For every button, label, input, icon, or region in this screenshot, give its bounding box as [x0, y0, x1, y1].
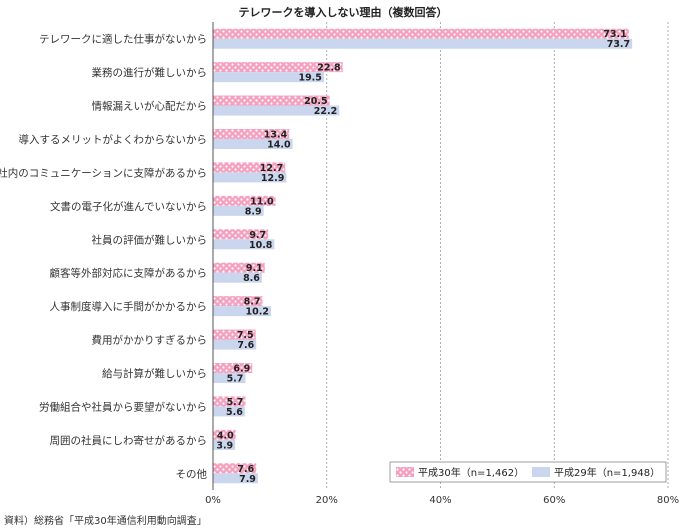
bar-2017 [213, 406, 245, 417]
bar-2017 [213, 306, 272, 317]
value-label-2017: 7.6 [237, 340, 254, 351]
value-label-2018: 5.7 [227, 397, 244, 408]
source-note: 資料）総務省「平成30年通信利用動向調査」 [4, 516, 207, 527]
value-label-2017: 10.2 [246, 307, 269, 318]
value-label-2018: 22.8 [317, 63, 341, 74]
bar-2018 [213, 396, 246, 407]
bar-2017 [213, 172, 287, 183]
value-label-2018: 11.0 [250, 196, 274, 207]
value-label-2018: 12.7 [260, 163, 283, 174]
value-label-2017: 7.9 [239, 474, 256, 485]
category-label: 周囲の社員にしわ寄せがあるから [50, 434, 208, 447]
bar-2018 [213, 262, 265, 273]
value-label-2018: 8.7 [244, 297, 261, 308]
value-label-2018: 7.5 [237, 330, 254, 341]
value-label-2018: 7.6 [237, 464, 254, 475]
value-label-2017: 12.9 [261, 173, 284, 184]
x-tick-label: 40% [429, 495, 451, 506]
bar-2018 [213, 28, 629, 39]
value-label-2017: 3.9 [216, 440, 233, 451]
x-tick-label: 20% [316, 495, 338, 506]
chart-title: テレワークを導入しない理由（複数回答） [238, 6, 448, 19]
x-tick-label: 80% [657, 495, 679, 506]
bar-2017 [213, 272, 262, 283]
bar-2017 [213, 105, 340, 116]
value-label-2017: 19.5 [298, 73, 321, 84]
category-label: 人事制度導入に手間がかかるから [50, 300, 208, 313]
bar-2017 [213, 72, 324, 83]
bar-2017 [213, 439, 236, 450]
x-tick-label: 0% [205, 495, 221, 506]
bar-2017 [213, 473, 258, 484]
value-label-2018: 73.1 [603, 29, 626, 40]
value-label-2018: 13.4 [264, 130, 288, 141]
x-tick-label: 60% [543, 495, 565, 506]
legend-swatch-2018 [396, 467, 414, 477]
category-label: その他 [176, 467, 208, 480]
bar-2018 [213, 363, 253, 373]
bar-2018 [213, 463, 257, 474]
bar-2018 [213, 429, 236, 440]
category-label: 労働組合や社員から要望がないから [39, 400, 207, 413]
value-label-2018: 9.1 [246, 263, 263, 274]
value-label-2017: 5.7 [227, 374, 244, 385]
bar-2017 [213, 339, 257, 350]
category-label: 社員の評価が難しいから [92, 233, 208, 246]
bar-2018 [213, 229, 269, 240]
bar-2018 [213, 62, 343, 73]
category-label: 社内のコミュニケーションに支障があるから [0, 166, 207, 179]
value-label-2017: 73.7 [607, 39, 630, 50]
category-label: テレワークに適した仕事がないから [39, 33, 207, 46]
bar-2017 [213, 373, 246, 383]
bar-2018 [213, 329, 256, 340]
value-label-2018: 9.7 [249, 230, 266, 241]
category-label: 業務の進行が難しいから [92, 66, 208, 79]
category-label: 顧客等外部対応に支障があるから [50, 267, 208, 280]
category-label: 導入するメリットがよくわからないから [19, 133, 207, 146]
value-label-2018: 6.9 [233, 364, 250, 375]
bar-2018 [213, 296, 263, 307]
bar-2018 [213, 129, 290, 139]
value-label-2017: 5.6 [226, 407, 243, 418]
category-label: 情報漏えいが心配だから [92, 100, 208, 113]
value-label-2017: 14.0 [267, 140, 291, 151]
value-label-2018: 20.5 [304, 96, 327, 107]
value-label-2017: 8.6 [243, 273, 260, 284]
bar-2017 [213, 239, 275, 250]
legend-label-2018: 平成30年（n=1,462） [418, 466, 524, 479]
bar-2017 [213, 205, 264, 216]
bar-2018 [213, 195, 276, 206]
bar-2017 [213, 38, 633, 49]
category-label: 給与計算が難しいから [102, 367, 207, 380]
legend-box [389, 461, 667, 483]
category-label: 費用がかかりすぎるから [92, 334, 208, 347]
value-label-2017: 10.8 [249, 240, 273, 251]
bar-2017 [213, 139, 293, 149]
bar-2018 [213, 162, 286, 173]
bar-2018 [213, 95, 330, 106]
value-label-2017: 8.9 [245, 206, 262, 217]
legend-swatch-2017 [532, 467, 550, 477]
value-label-2017: 22.2 [314, 106, 337, 117]
category-label: 文書の電子化が進んでいないから [50, 200, 207, 213]
legend-label-2017: 平成29年（n=1,948） [554, 466, 660, 479]
value-label-2018: 4.0 [217, 430, 234, 441]
